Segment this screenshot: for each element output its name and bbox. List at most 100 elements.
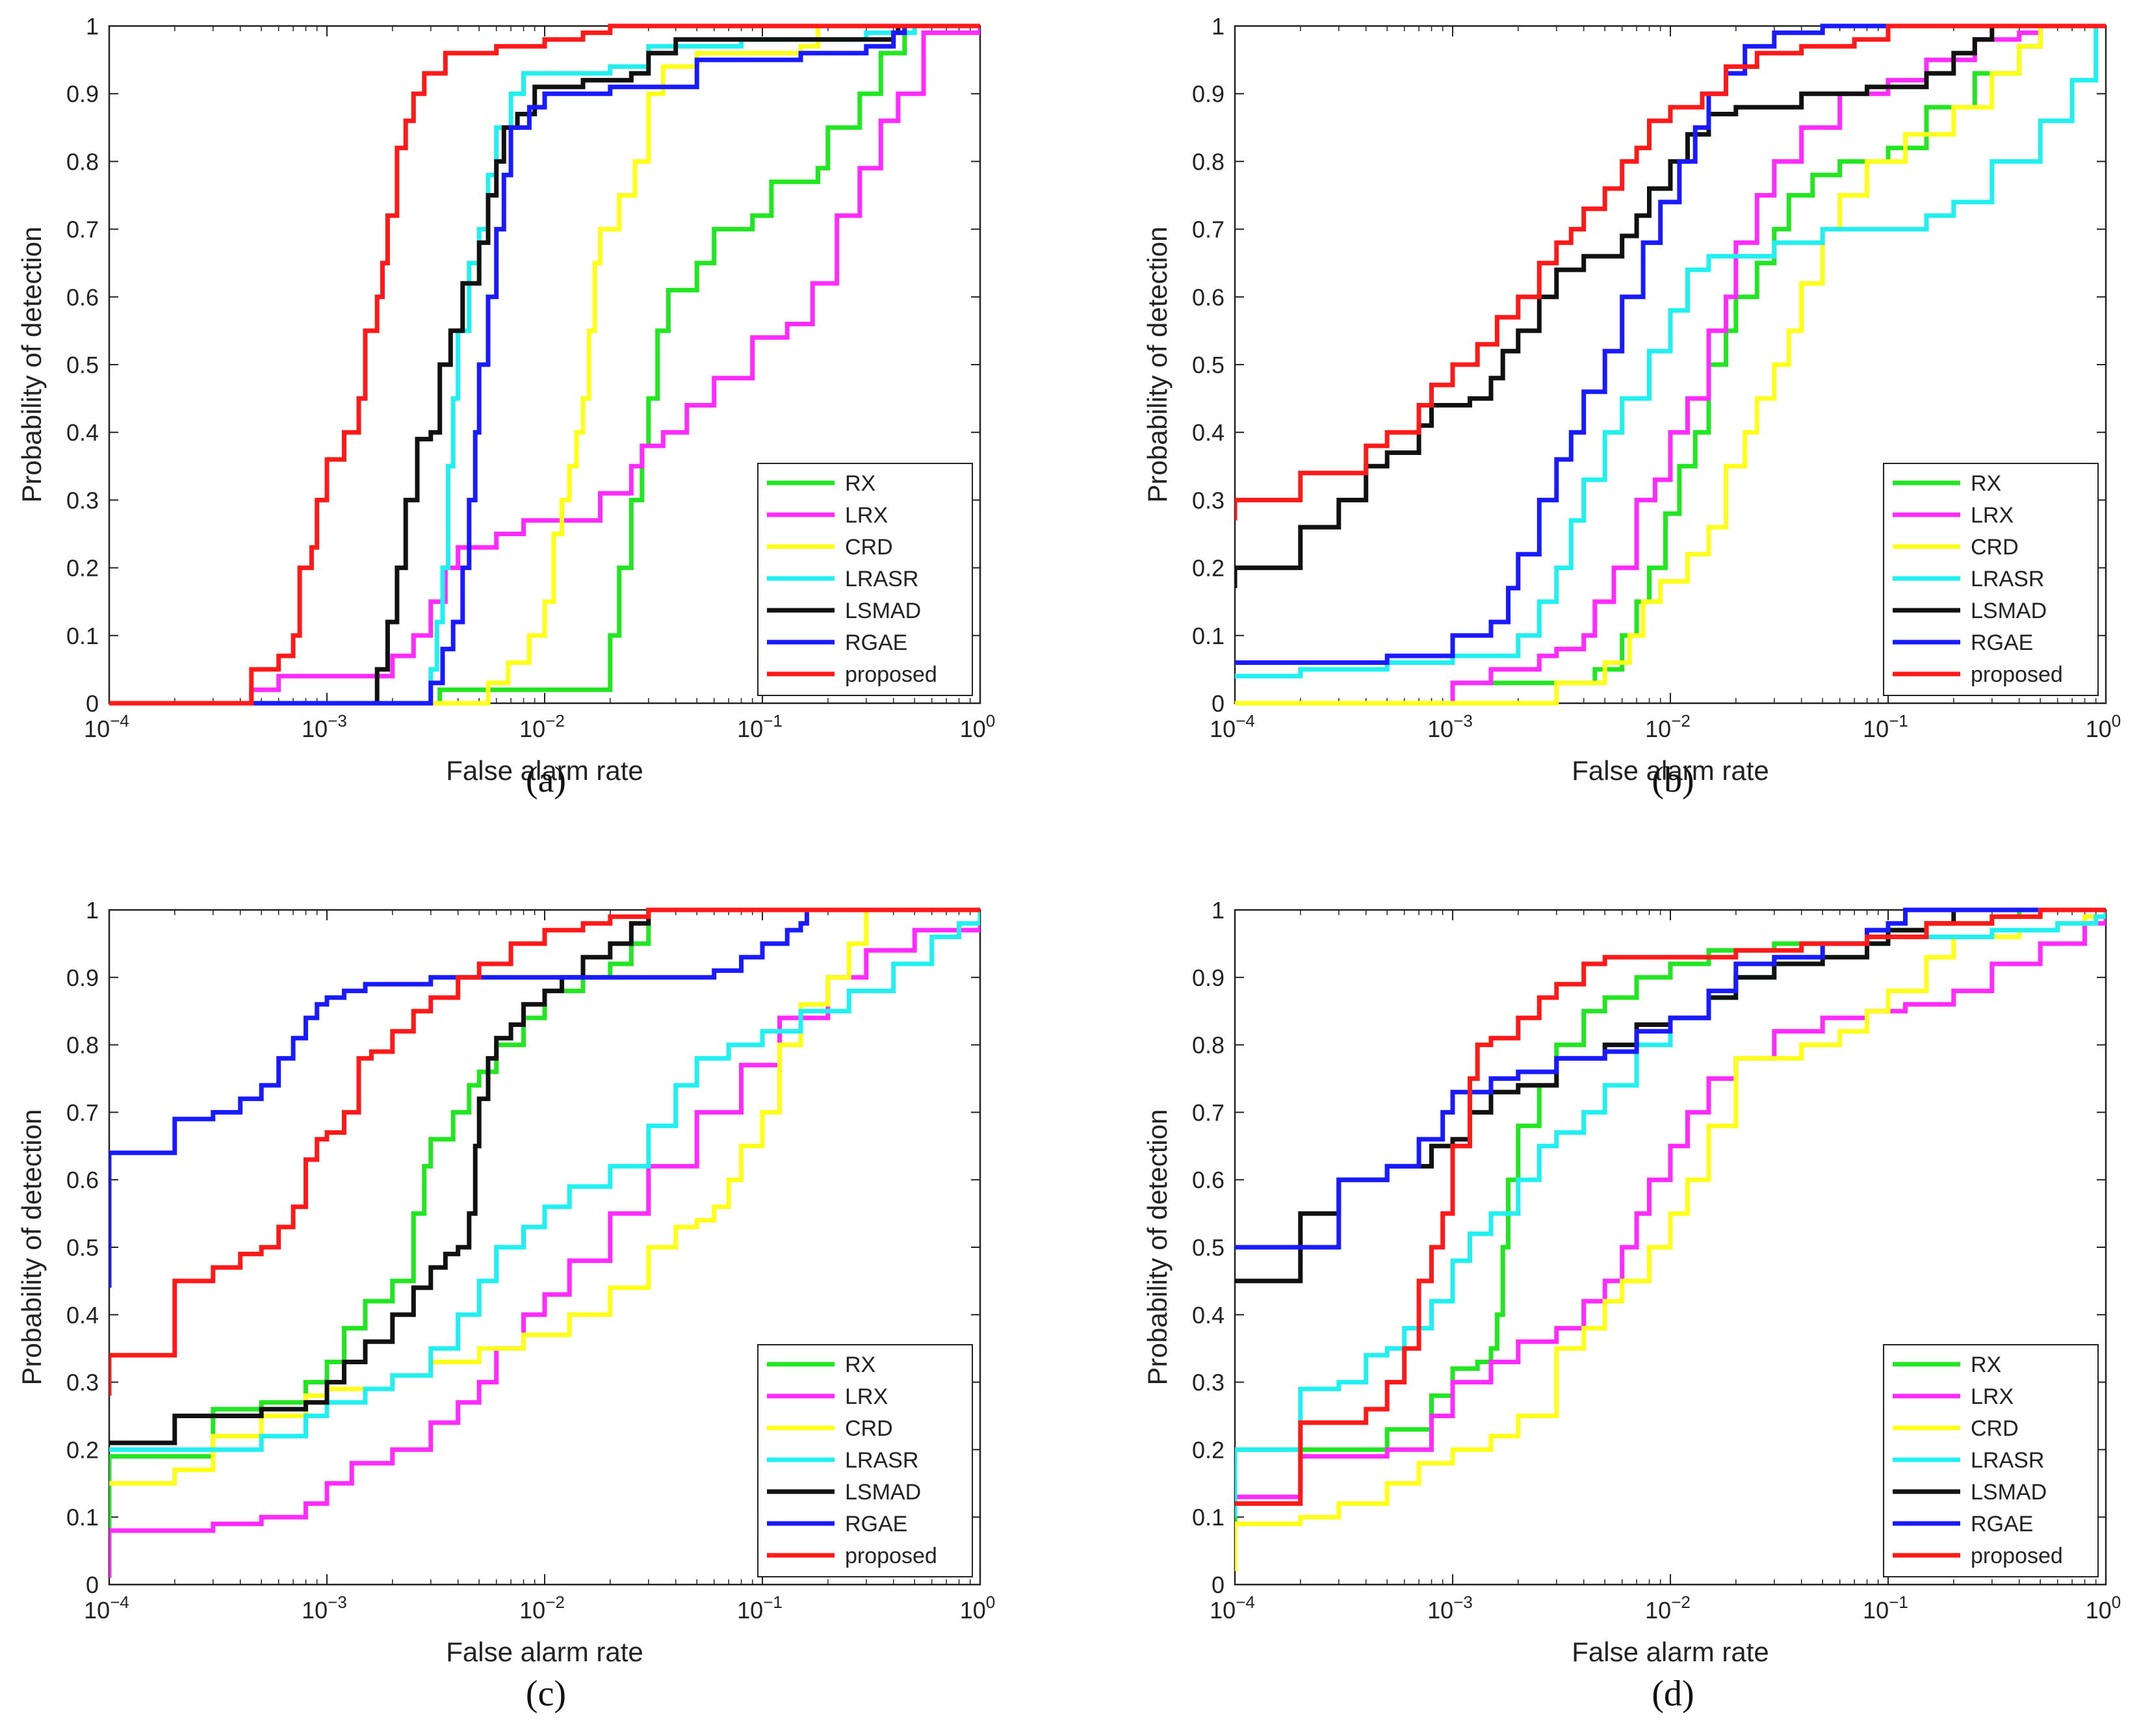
legend: RX LRX CRD LRASR LSMAD RGAE proposed bbox=[1883, 1344, 2099, 1577]
y-tick-label: 0.2 bbox=[1192, 1436, 1225, 1463]
y-tick-label: 0.1 bbox=[66, 1504, 99, 1531]
x-axis-label: False alarm rate bbox=[1572, 755, 1769, 786]
legend-label: RX bbox=[1971, 471, 2001, 496]
legend-label: CRD bbox=[1971, 1416, 2019, 1441]
y-tick-label: 0.9 bbox=[1192, 965, 1225, 991]
x-tick-label: 100 bbox=[2086, 711, 2121, 742]
chart-panel-3: 0 0.1 0.2 0.3 0.4 0.5 0.6 0.7 0.8 0.9 1 10−4 10−3 10−… bbox=[16, 897, 995, 1714]
y-tick-label: 0.7 bbox=[1192, 216, 1225, 243]
y-tick-label: 0.7 bbox=[66, 216, 99, 243]
chart-panel-2: 0 0.1 0.2 0.3 0.4 0.5 0.6 0.7 0.8 0.9 1 10−4 10−3 10−… bbox=[1142, 13, 2121, 800]
y-tick-label: 1 bbox=[1212, 897, 1225, 924]
x-tick-label: 10−4 bbox=[84, 711, 129, 742]
x-tick-label: 10−3 bbox=[302, 711, 347, 742]
y-tick-label: 0.6 bbox=[66, 284, 99, 311]
x-tick-label: 10−1 bbox=[737, 1592, 783, 1624]
series-line-proposed bbox=[109, 907, 980, 1396]
x-tick-label: 100 bbox=[2086, 1592, 2121, 1624]
series-line-crd bbox=[109, 907, 980, 1486]
series-group bbox=[1235, 907, 2106, 1572]
series-line-lrx bbox=[1235, 910, 2106, 1499]
y-tick-label: 0.6 bbox=[1192, 1167, 1225, 1193]
y-tick-label: 0.9 bbox=[1192, 81, 1225, 107]
legend-label: CRD bbox=[845, 535, 893, 560]
series-line-proposed bbox=[1235, 907, 2106, 1506]
y-tick-label: 0.5 bbox=[66, 352, 99, 378]
y-tick-label: 1 bbox=[86, 13, 99, 40]
legend-label: LSMAD bbox=[1971, 1480, 2047, 1505]
legend-label: RX bbox=[845, 1353, 875, 1377]
y-tick-label: 0.8 bbox=[66, 1032, 99, 1059]
series-line-crd bbox=[1235, 23, 2106, 706]
chart-panel-4: 0 0.1 0.2 0.3 0.4 0.5 0.6 0.7 0.8 0.9 1 10−4 10−3 10−… bbox=[1142, 897, 2121, 1714]
legend-label: proposed bbox=[845, 1544, 937, 1568]
panel-caption: (b) bbox=[1652, 760, 1694, 800]
legend-label: RGAE bbox=[1971, 1512, 2033, 1536]
y-tick-label: 0.4 bbox=[66, 419, 99, 446]
series-line-lrasr bbox=[1235, 23, 2106, 679]
series-line-rgae bbox=[1235, 23, 2106, 665]
legend-label: LRASR bbox=[845, 1448, 918, 1473]
legend: RX LRX CRD LRASR LSMAD RGAE proposed bbox=[1883, 463, 2099, 696]
series-line-lsmad bbox=[1235, 23, 2106, 588]
y-tick-label: 0.8 bbox=[66, 148, 99, 175]
x-tick-label: 10−4 bbox=[1210, 1592, 1255, 1624]
legend-label: LSMAD bbox=[1971, 599, 2047, 623]
series-group bbox=[1235, 23, 2106, 706]
x-tick-label: 10−2 bbox=[519, 711, 565, 742]
y-tick-label: 0.9 bbox=[66, 81, 99, 107]
panel-caption: (d) bbox=[1652, 1674, 1694, 1714]
panel-caption: (a) bbox=[526, 760, 566, 800]
y-axis-label: Probability of detection bbox=[1142, 227, 1173, 503]
series-line-lsmad bbox=[109, 23, 980, 706]
legend-label: RGAE bbox=[845, 1512, 907, 1536]
y-tick-label: 0.2 bbox=[66, 555, 99, 582]
y-tick-label: 0.6 bbox=[66, 1167, 99, 1193]
legend-label: LRASR bbox=[1971, 567, 2044, 591]
y-tick-label: 0.7 bbox=[66, 1099, 99, 1126]
y-tick-label: 0.3 bbox=[1192, 487, 1225, 513]
chart-panel-1: 0 0.1 0.2 0.3 0.4 0.5 0.6 0.7 0.8 0.9 1 10−4 10−3 10−… bbox=[16, 13, 995, 800]
y-tick-label: 0.1 bbox=[1192, 1504, 1225, 1531]
panel-caption: (c) bbox=[526, 1674, 566, 1714]
x-tick-label: 100 bbox=[960, 711, 996, 742]
y-tick-label: 0.7 bbox=[1192, 1099, 1225, 1126]
x-tick-label: 10−2 bbox=[519, 1592, 565, 1624]
y-tick-label: 0.4 bbox=[66, 1302, 99, 1328]
legend-label: LSMAD bbox=[845, 599, 921, 623]
x-axis-label: False alarm rate bbox=[446, 1637, 643, 1667]
x-tick-label: 10−3 bbox=[302, 1592, 347, 1624]
y-tick-label: 0.1 bbox=[66, 623, 99, 649]
series-line-lrasr bbox=[109, 910, 980, 1452]
y-tick-label: 0 bbox=[1212, 690, 1225, 717]
y-axis-label: Probability of detection bbox=[16, 1109, 47, 1386]
x-tick-label: 100 bbox=[960, 1592, 996, 1624]
y-tick-label: 0.3 bbox=[1192, 1369, 1225, 1396]
series-line-lrasr bbox=[109, 23, 980, 706]
y-tick-label: 0.4 bbox=[1192, 419, 1225, 446]
y-tick-label: 0 bbox=[86, 690, 99, 717]
y-tick-label: 0.5 bbox=[1192, 1234, 1225, 1261]
legend-label: proposed bbox=[845, 662, 937, 687]
legend-label: RGAE bbox=[1971, 630, 2033, 655]
legend-label: LRX bbox=[845, 1384, 888, 1409]
series-group bbox=[109, 907, 980, 1578]
legend-label: LRX bbox=[1971, 503, 2014, 528]
x-axis-label: False alarm rate bbox=[1572, 1637, 1769, 1667]
x-tick-label: 10−1 bbox=[737, 711, 783, 742]
legend-label: CRD bbox=[1971, 535, 2019, 560]
legend: RX LRX CRD LRASR LSMAD RGAE proposed bbox=[757, 1344, 973, 1577]
y-axis-label: Probability of detection bbox=[16, 227, 47, 503]
series-line-rx bbox=[1235, 23, 2106, 706]
y-tick-label: 0.3 bbox=[66, 1369, 99, 1396]
legend-label: proposed bbox=[1971, 1544, 2063, 1568]
y-axis-label: Probability of detection bbox=[1142, 1109, 1173, 1386]
series-group bbox=[109, 23, 980, 706]
y-tick-label: 0.6 bbox=[1192, 284, 1225, 311]
y-tick-label: 0.5 bbox=[66, 1234, 99, 1261]
legend-label: LRX bbox=[845, 503, 888, 528]
series-line-crd bbox=[1235, 910, 2106, 1572]
y-tick-label: 0.5 bbox=[1192, 352, 1225, 378]
legend-label: RGAE bbox=[845, 630, 907, 655]
